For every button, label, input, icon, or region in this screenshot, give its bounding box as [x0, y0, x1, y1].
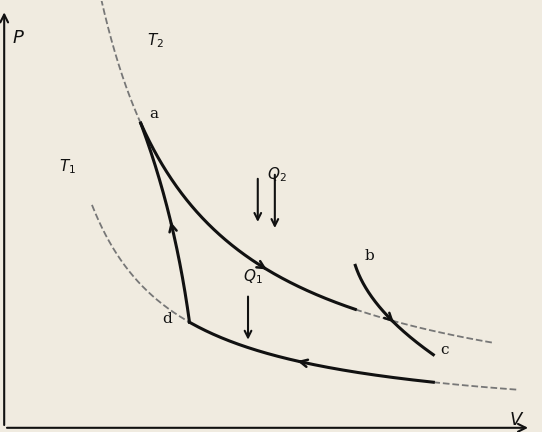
Text: $T_1$: $T_1$: [59, 157, 76, 176]
Text: $T_2$: $T_2$: [147, 32, 164, 50]
Text: $V$: $V$: [508, 411, 524, 429]
Text: d: d: [163, 312, 172, 326]
Text: b: b: [364, 249, 374, 264]
Text: $P$: $P$: [12, 29, 25, 47]
Text: $Q_2$: $Q_2$: [267, 165, 287, 184]
Text: a: a: [150, 107, 158, 121]
Text: c: c: [441, 343, 449, 357]
Text: $Q_1$: $Q_1$: [243, 267, 263, 286]
